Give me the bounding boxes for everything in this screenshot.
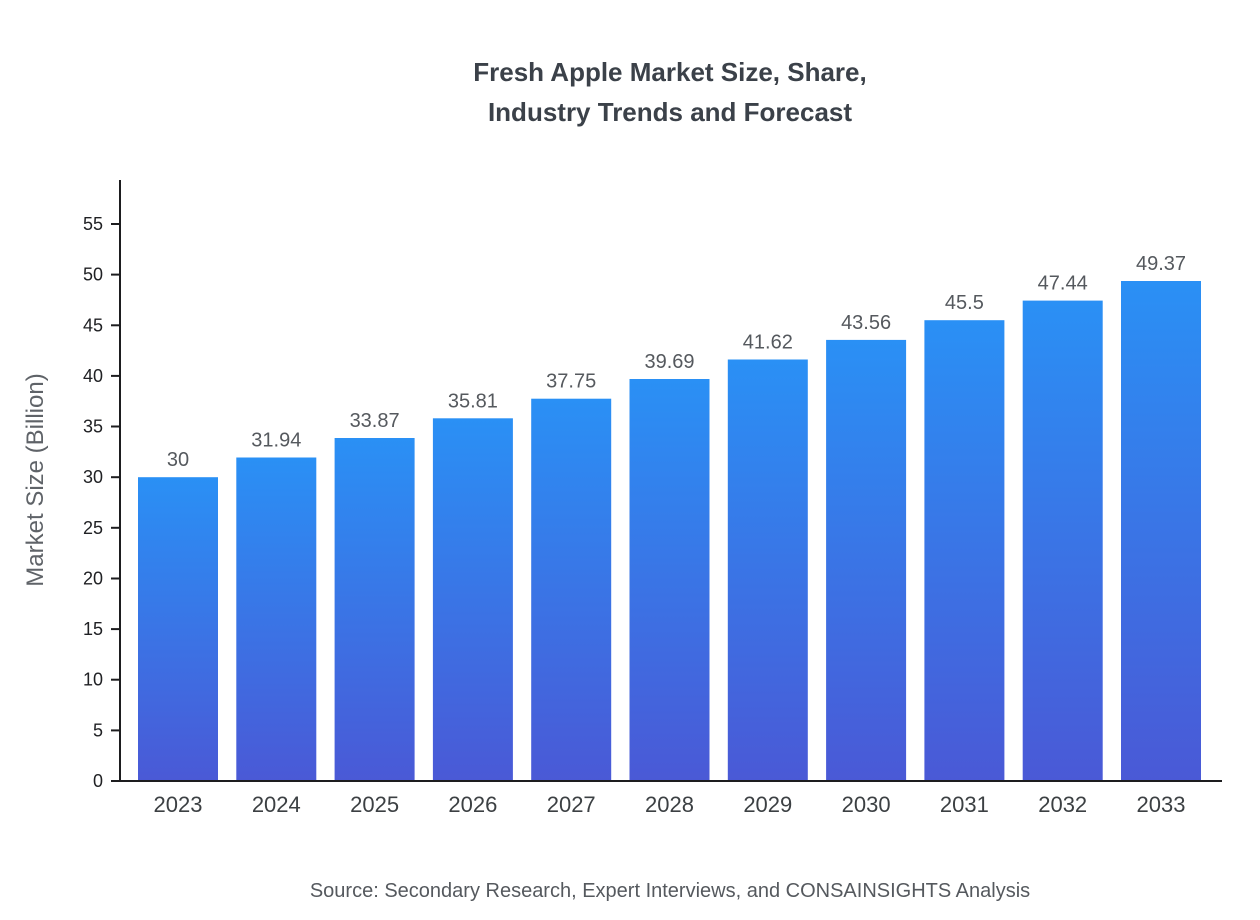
y-axis-tick-label: 20 xyxy=(83,569,103,589)
x-axis-tick-label: 2031 xyxy=(940,792,989,817)
bar xyxy=(334,438,415,781)
y-axis-tick-label: 0 xyxy=(93,771,103,791)
bar-value-label: 45.5 xyxy=(945,292,984,314)
y-axis-tick-label: 40 xyxy=(83,366,103,386)
bar-value-label: 37.75 xyxy=(546,371,596,393)
bar-value-label: 33.87 xyxy=(350,410,400,432)
x-axis-tick-label: 2023 xyxy=(154,792,203,817)
y-axis-tick-label: 55 xyxy=(83,214,103,234)
x-axis-tick-label: 2030 xyxy=(842,792,891,817)
bar-value-label: 30 xyxy=(167,449,189,471)
x-axis-tick-label: 2026 xyxy=(448,792,497,817)
bar xyxy=(1022,300,1103,781)
bar xyxy=(629,379,710,781)
bar xyxy=(727,359,808,781)
bar-value-label: 39.69 xyxy=(644,351,694,373)
x-axis-tick-label: 2024 xyxy=(252,792,301,817)
bar-value-label: 49.37 xyxy=(1136,253,1186,275)
x-axis-tick-label: 2025 xyxy=(350,792,399,817)
bar-value-label: 47.44 xyxy=(1038,273,1088,295)
bar xyxy=(1121,281,1201,781)
bar-value-label: 43.56 xyxy=(841,312,891,334)
bar xyxy=(432,418,513,781)
chart-title-line-1: Fresh Apple Market Size, Share, xyxy=(473,57,867,87)
x-axis-tick-label: 2029 xyxy=(743,792,792,817)
chart-title-line-2: Industry Trends and Forecast xyxy=(487,97,853,127)
y-axis-tick-label: 50 xyxy=(83,265,103,285)
source-attribution: Source: Secondary Research, Expert Inter… xyxy=(309,880,1031,902)
bar xyxy=(924,320,1005,781)
x-axis-tick-label: 2028 xyxy=(645,792,694,817)
y-axis-tick-label: 25 xyxy=(83,518,103,538)
bar-value-label: 31.94 xyxy=(251,430,301,452)
y-axis-tick-label: 10 xyxy=(83,670,103,690)
x-axis-tick-label: 2033 xyxy=(1137,792,1186,817)
y-axis-tick-label: 15 xyxy=(83,619,103,639)
x-axis-tick-label: 2027 xyxy=(547,792,596,817)
bar xyxy=(138,477,218,781)
bar xyxy=(236,457,317,781)
bar-value-label: 41.62 xyxy=(743,332,793,354)
bar-value-label: 35.81 xyxy=(448,390,498,412)
y-axis-tick-label: 35 xyxy=(83,417,103,437)
x-axis-tick-label: 2032 xyxy=(1038,792,1087,817)
y-axis-tick-label: 5 xyxy=(93,720,103,740)
y-axis-tick-label: 45 xyxy=(83,315,103,335)
chart-title: Fresh Apple Market Size, Share, Industry… xyxy=(80,52,1260,132)
bar xyxy=(531,398,612,781)
y-axis-tick-label: 30 xyxy=(83,467,103,487)
bar xyxy=(826,339,907,781)
